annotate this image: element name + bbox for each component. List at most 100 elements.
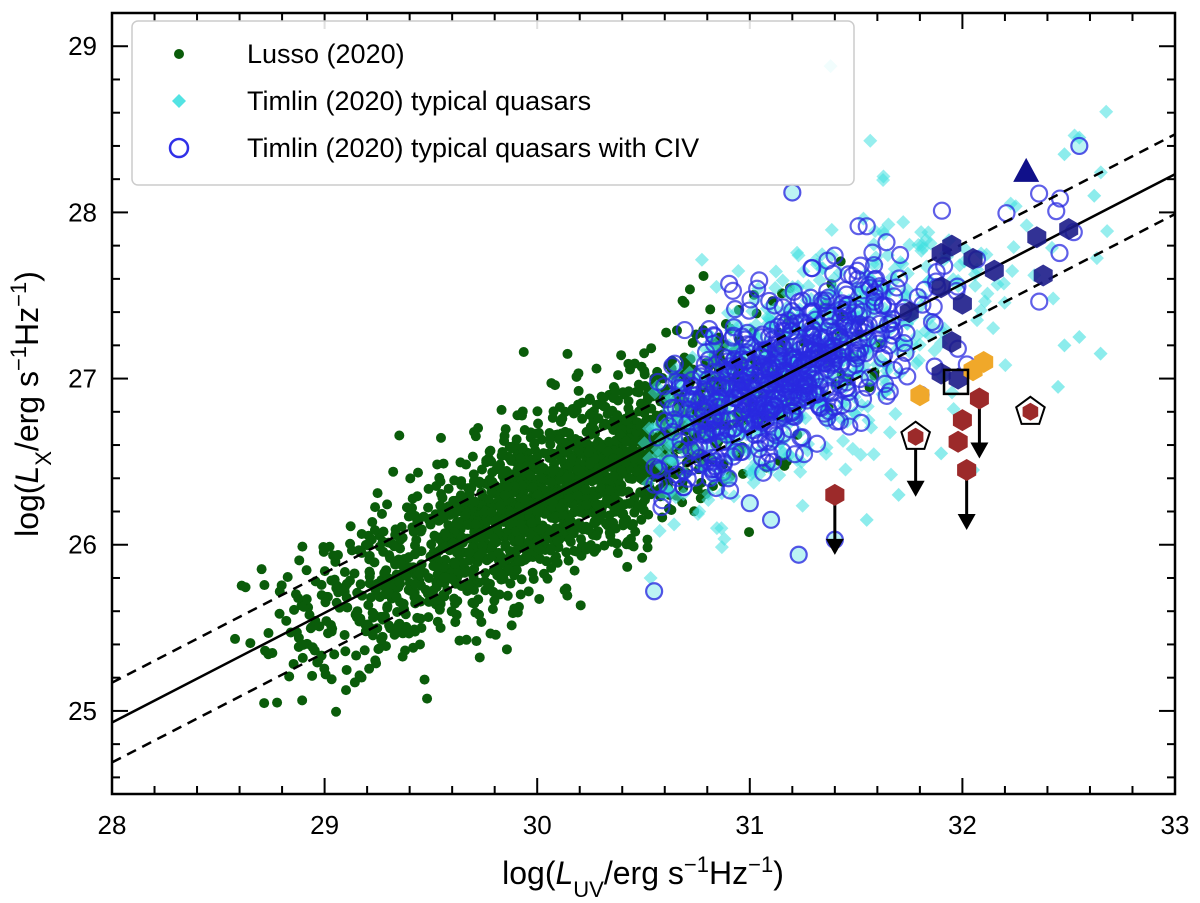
- timlin-point: [986, 321, 1001, 336]
- lusso-point: [366, 534, 377, 545]
- legend-box: [131, 20, 855, 186]
- timlin-point: [790, 453, 805, 468]
- navy-hexagon-point: [1033, 264, 1053, 287]
- lusso-point: [341, 664, 352, 675]
- lusso-point: [504, 506, 515, 517]
- lusso-point: [533, 418, 544, 429]
- lusso-point: [573, 368, 584, 379]
- timlin-civ-point: [873, 349, 892, 368]
- lusso-point: [614, 429, 625, 440]
- lusso-point: [532, 406, 543, 417]
- lusso-point: [569, 545, 580, 556]
- timlin-civ-point: [784, 282, 803, 301]
- timlin-civ-point: [850, 315, 869, 334]
- lusso-point: [535, 472, 546, 483]
- lusso-point: [382, 499, 393, 510]
- timlin-point: [824, 222, 839, 237]
- lusso-point: [531, 428, 542, 439]
- timlin-civ-point: [892, 356, 911, 375]
- lusso-point: [509, 481, 520, 492]
- legend-marker-timlin: [172, 94, 186, 108]
- lusso-point: [554, 401, 565, 412]
- legend: Lusso (2020) Timlin (2020) typical quasa…: [131, 20, 855, 186]
- lusso-point: [367, 607, 378, 618]
- lusso-point: [326, 575, 337, 586]
- lusso-point: [470, 431, 481, 442]
- lusso-point: [415, 613, 426, 624]
- timlin-civ-point: [833, 352, 852, 371]
- lusso-point: [642, 534, 653, 545]
- timlin-civ-point: [732, 382, 751, 401]
- timlin-point: [900, 266, 915, 281]
- timlin-point: [1072, 330, 1087, 345]
- lusso-point: [624, 539, 635, 550]
- timlin-point: [952, 258, 967, 273]
- timlin-point: [927, 343, 942, 358]
- lusso-point: [637, 552, 648, 563]
- lusso-point: [687, 337, 698, 348]
- x-tick-label: 30: [523, 810, 552, 840]
- lusso-point: [566, 453, 577, 464]
- lusso-point: [499, 490, 510, 501]
- lusso-point: [516, 574, 527, 585]
- tick-labels: 28 29 30 31 32 33 25 26 27 28 29: [68, 31, 1189, 840]
- timlin-civ-point: [860, 368, 879, 387]
- lusso-point: [548, 465, 559, 476]
- timlin-point: [876, 173, 891, 188]
- legend-marker-lusso: [174, 49, 184, 59]
- lusso-point: [624, 498, 635, 509]
- lusso-point: [359, 645, 370, 656]
- timlin-civ-point: [877, 233, 896, 252]
- timlin-point: [667, 517, 682, 532]
- lusso-point: [382, 602, 393, 613]
- lusso-point: [356, 672, 367, 683]
- lusso-point: [591, 530, 602, 541]
- lusso-point: [497, 569, 508, 580]
- timlin-civ-point: [1029, 184, 1049, 203]
- timlin-civ-point: [735, 415, 754, 434]
- lusso-point: [573, 399, 584, 410]
- lusso-point: [513, 601, 524, 612]
- lusso-point: [354, 616, 365, 627]
- lusso-point: [459, 567, 470, 578]
- lusso-point: [744, 527, 755, 538]
- timlin-civ-point: [847, 349, 866, 368]
- highlighted-quasars: [825, 157, 1079, 555]
- timlin-civ-point: [719, 469, 738, 488]
- lusso-point: [293, 593, 304, 604]
- lusso-point: [589, 546, 600, 557]
- timlin-civ-point: [724, 318, 743, 337]
- timlin-civ-point: [782, 347, 801, 366]
- timlin-point: [1006, 240, 1021, 255]
- lusso-point: [604, 510, 615, 521]
- lusso-point: [391, 591, 402, 602]
- lusso-point: [559, 585, 570, 596]
- lusso-point: [511, 526, 522, 537]
- lusso-point: [477, 464, 488, 475]
- lusso-point: [464, 547, 475, 558]
- lusso-point: [545, 477, 556, 488]
- lusso-point: [435, 500, 446, 511]
- lusso-point: [551, 551, 562, 562]
- lusso-point: [325, 620, 336, 631]
- lusso-point: [572, 490, 583, 501]
- lusso-point: [555, 502, 566, 513]
- lusso-point: [263, 628, 274, 639]
- timlin-point: [692, 504, 707, 519]
- lusso-point: [339, 567, 350, 578]
- timlin-point: [1046, 291, 1061, 306]
- timlin-point: [1019, 218, 1034, 233]
- lusso-point: [297, 652, 308, 663]
- lusso-point: [281, 615, 292, 626]
- lusso-point: [604, 485, 615, 496]
- x-axis-title: log(LUV/erg s−1Hz−1): [502, 852, 784, 902]
- timlin-point: [914, 225, 929, 240]
- lusso-point: [631, 466, 642, 477]
- lusso-point: [409, 540, 420, 551]
- lusso-point: [473, 423, 484, 434]
- lusso-point: [528, 482, 539, 493]
- lusso-point: [256, 564, 267, 575]
- x-tick-label: 31: [735, 810, 764, 840]
- timlin-civ-point: [645, 475, 664, 494]
- timlin-point: [1057, 147, 1072, 162]
